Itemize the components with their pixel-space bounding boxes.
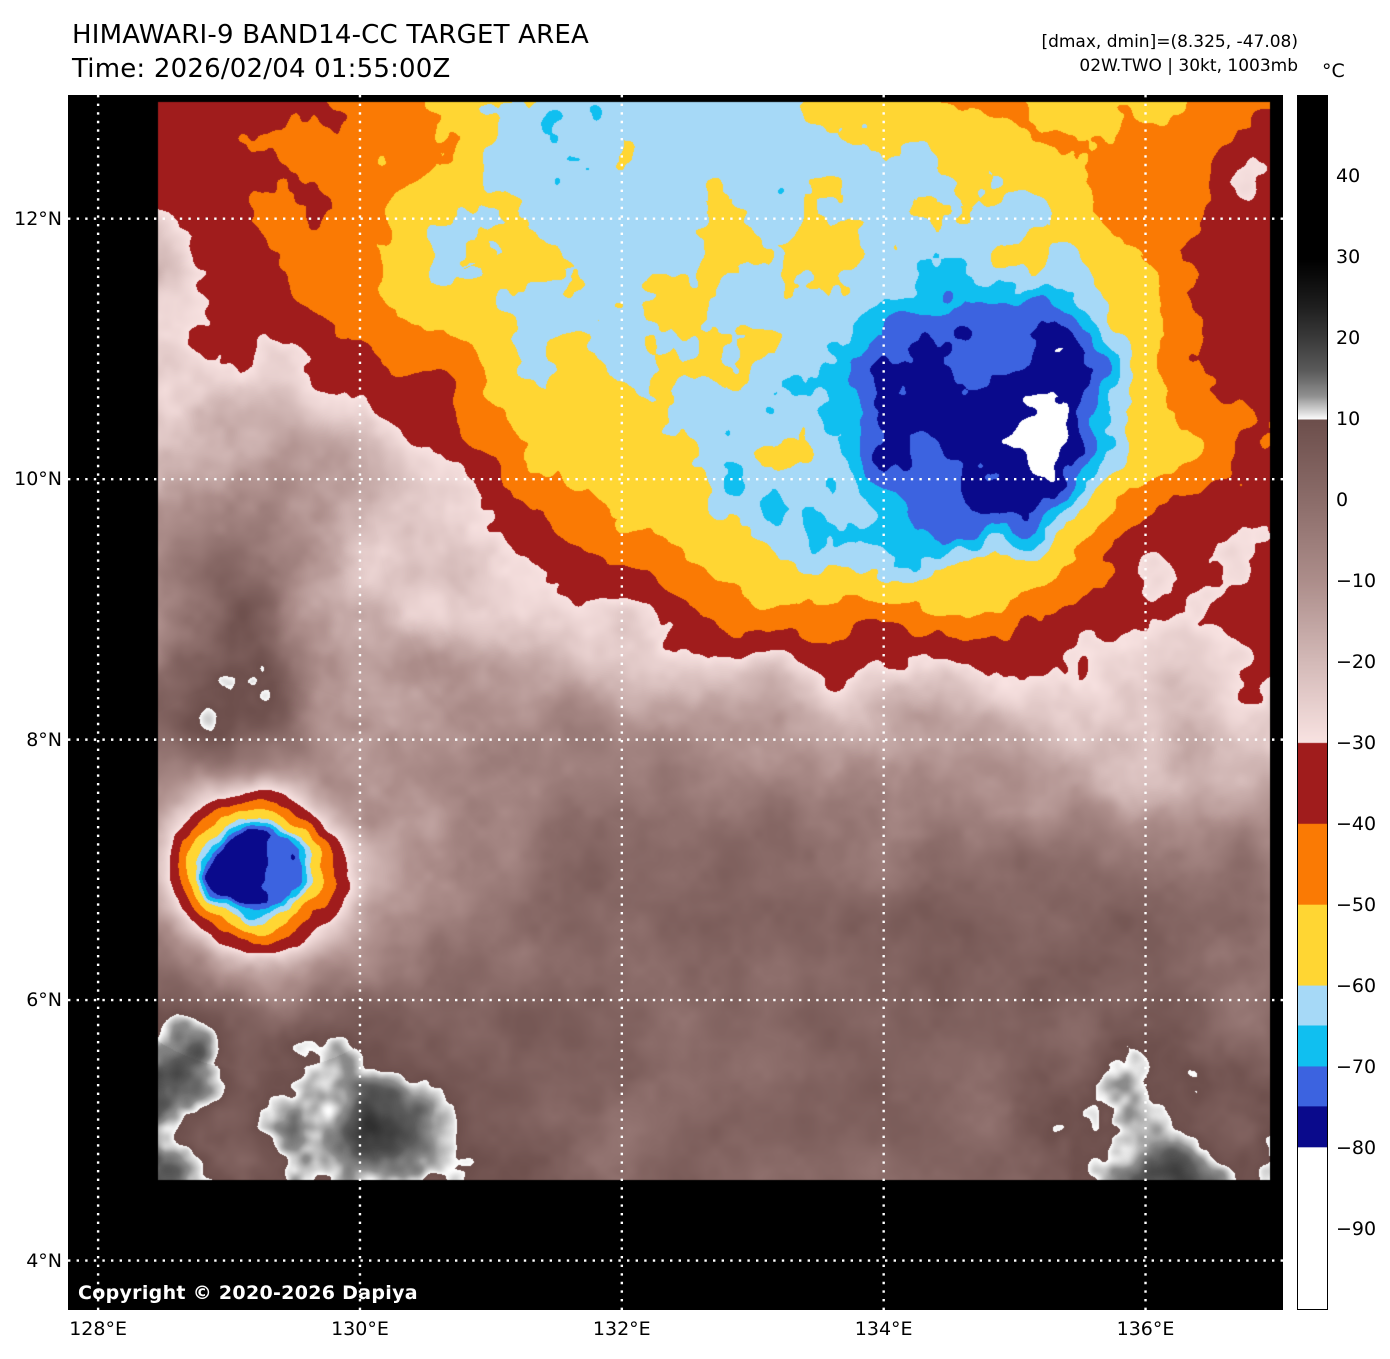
colorbar-tick-minus30: −30 bbox=[1336, 732, 1377, 754]
timestamp-label: Time: 2026/02/04 01:55:00Z bbox=[72, 54, 451, 84]
lon-tick-134E: 134°E bbox=[854, 1318, 913, 1340]
title-block: HIMAWARI-9 BAND14-CC TARGET AREA Time: 2… bbox=[72, 18, 589, 86]
colorbar-tick-minus80: −80 bbox=[1336, 1137, 1377, 1159]
storm-info-label: 02W.TWO | 30kt, 1003mb bbox=[1079, 56, 1298, 76]
colorbar-tick-minus90: −90 bbox=[1336, 1218, 1377, 1240]
colorbar-tick-40: 40 bbox=[1336, 165, 1361, 187]
lon-tick-128E: 128°E bbox=[69, 1318, 127, 1340]
colorbar-tick-minus40: −40 bbox=[1336, 813, 1377, 835]
lat-tick-12N: 12°N bbox=[14, 207, 62, 230]
colorbar-tick-minus20: −20 bbox=[1336, 651, 1377, 673]
colorbar-gradient bbox=[1298, 96, 1327, 1309]
metadata-block: [dmax, dmin]=(8.325, -47.08) 02W.TWO | 3… bbox=[1041, 30, 1298, 78]
dmax-dmin-label: [dmax, dmin]=(8.325, -47.08) bbox=[1041, 32, 1298, 52]
page-title: HIMAWARI-9 BAND14-CC TARGET AREA bbox=[72, 20, 590, 50]
lat-tick-8N: 8°N bbox=[26, 728, 62, 751]
colorbar[interactable] bbox=[1297, 95, 1328, 1310]
colorbar-tick-10: 10 bbox=[1336, 408, 1361, 430]
colorbar-tick-20: 20 bbox=[1336, 327, 1361, 349]
lat-tick-6N: 6°N bbox=[26, 989, 62, 1012]
lon-tick-130E: 130°E bbox=[331, 1318, 389, 1340]
lat-tick-4N: 4°N bbox=[26, 1249, 62, 1272]
lat-tick-10N: 10°N bbox=[14, 468, 62, 491]
colorbar-unit-label: °C bbox=[1322, 60, 1345, 82]
colorbar-tick-0: 0 bbox=[1336, 489, 1349, 511]
colorbar-tick-30: 30 bbox=[1336, 246, 1361, 268]
lon-tick-136E: 136°E bbox=[1116, 1318, 1175, 1340]
colorbar-tick-minus60: −60 bbox=[1336, 975, 1377, 997]
colorbar-tick-minus10: −10 bbox=[1336, 570, 1377, 592]
satellite-imagery-canvas bbox=[68, 95, 1283, 1310]
colorbar-tick-minus70: −70 bbox=[1336, 1056, 1377, 1078]
copyright-label: Copyright © 2020-2026 Dapiya bbox=[78, 1282, 418, 1304]
satellite-image-plot[interactable] bbox=[68, 95, 1283, 1310]
lon-tick-132E: 132°E bbox=[592, 1318, 651, 1340]
colorbar-tick-minus50: −50 bbox=[1336, 894, 1377, 916]
